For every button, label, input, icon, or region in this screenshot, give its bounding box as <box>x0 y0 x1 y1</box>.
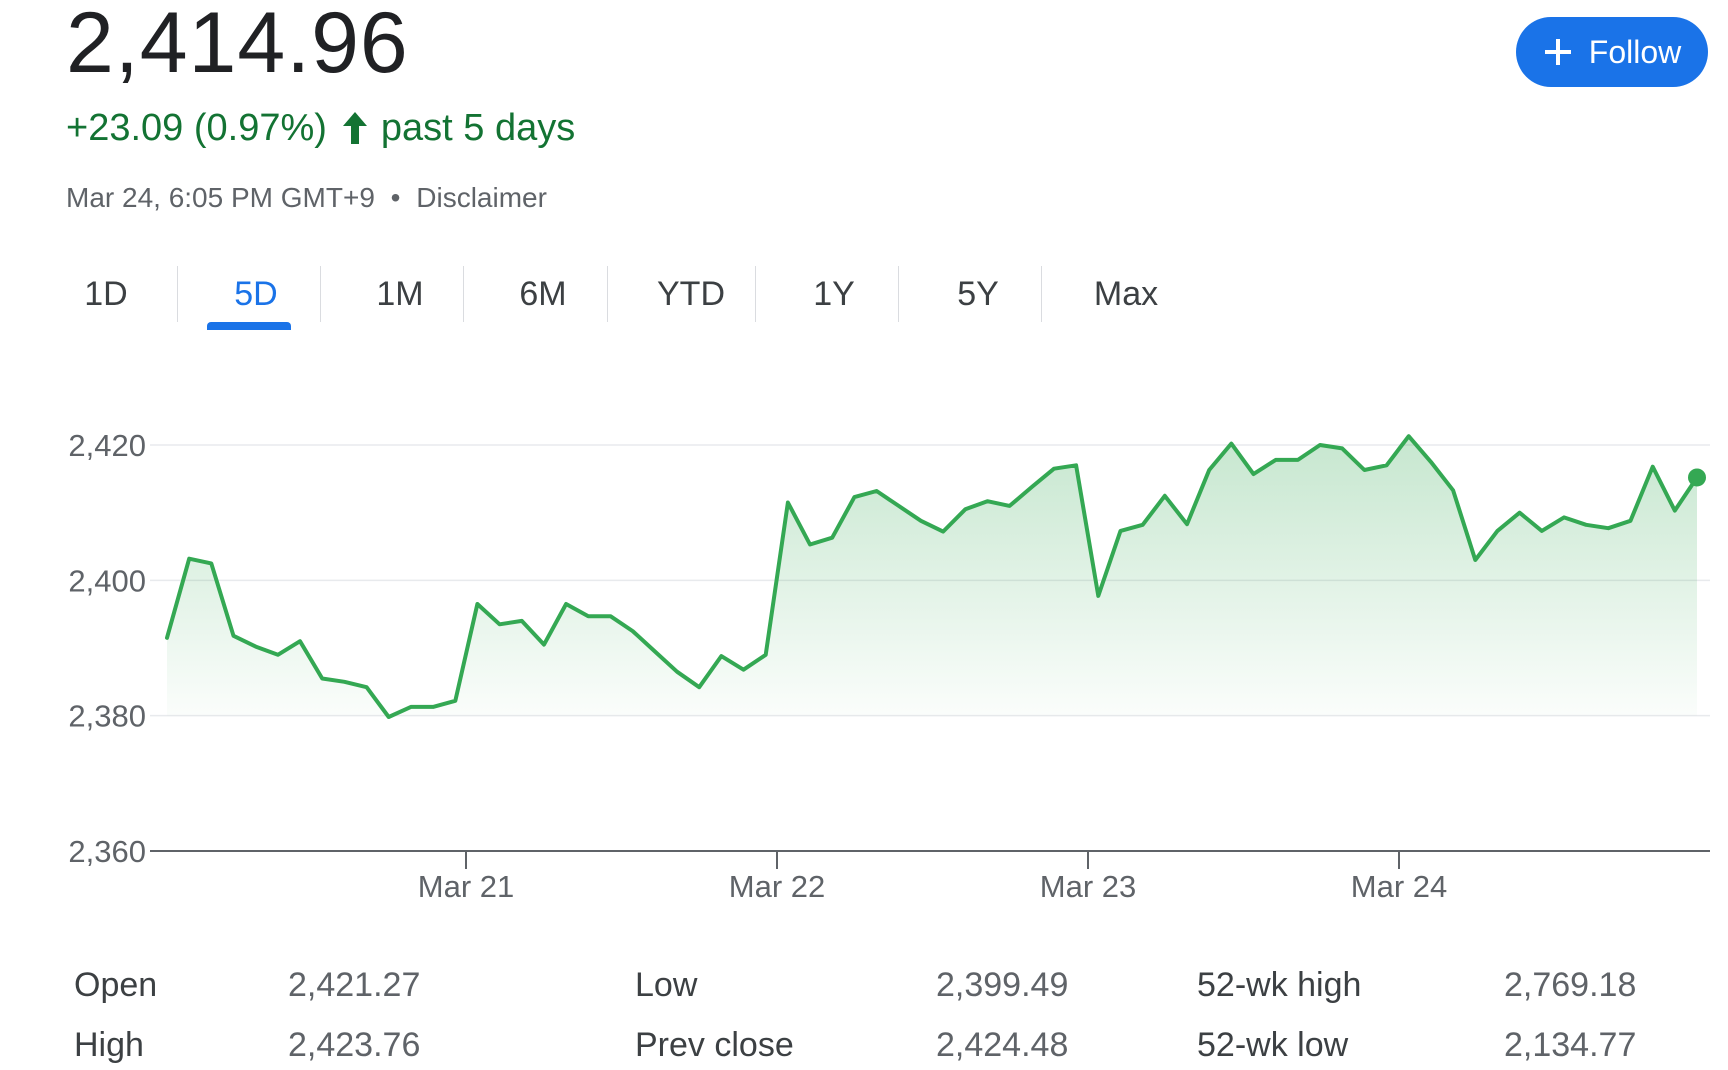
stats-row: Open 2,421.27 Low 2,399.49 52-wk high 2,… <box>74 960 1694 1010</box>
tab-ytd[interactable]: YTD <box>657 275 725 313</box>
follow-button[interactable]: Follow <box>1516 17 1708 87</box>
stat-label-open: Open <box>74 966 158 1004</box>
tab-divider <box>463 266 464 322</box>
tab-1m[interactable]: 1M <box>376 275 424 313</box>
price-line <box>165 434 1699 719</box>
x-tick-label: Mar 21 <box>418 869 514 904</box>
stat-value-prev-close: 2,424.48 <box>936 1026 1069 1064</box>
price-area-fill <box>167 436 1697 717</box>
stat-label-52wk-high: 52-wk high <box>1197 966 1362 1004</box>
price-chart[interactable]: 2,420 2,400 2,380 2,360 Mar 21 Mar 22 Mar 23 M… <box>0 400 1728 920</box>
tab-divider <box>320 266 321 322</box>
tab-divider <box>898 266 899 322</box>
tab-divider <box>1041 266 1042 322</box>
stat-label-high: High <box>74 1026 144 1064</box>
tab-5d[interactable]: 5D <box>234 275 278 313</box>
stat-value-high: 2,423.76 <box>288 1026 421 1064</box>
current-price-marker <box>1688 468 1706 487</box>
disclaimer-link[interactable]: Disclaimer <box>416 182 547 213</box>
stat-value-52wk-high: 2,769.18 <box>1504 966 1637 1004</box>
tab-1y[interactable]: 1Y <box>813 275 855 313</box>
stat-value-52wk-low: 2,134.77 <box>1504 1026 1637 1064</box>
change-value: +23.09 (0.97%) <box>66 107 327 149</box>
stats-row: High 2,423.76 Prev close 2,424.48 52-wk … <box>74 1020 1694 1070</box>
meta-separator: • <box>390 182 401 213</box>
y-tick-label: 2,360 <box>68 834 146 869</box>
y-tick-label: 2,400 <box>68 563 146 598</box>
quote-timestamp: Mar 24, 6:05 PM GMT+9 <box>66 182 375 213</box>
quote-meta: Mar 24, 6:05 PM GMT+9 • Disclaimer <box>66 181 547 215</box>
plus-icon <box>1544 39 1571 65</box>
current-price: 2,414.96 <box>66 0 409 91</box>
change-period: past 5 days <box>380 107 576 149</box>
stat-label-low: Low <box>635 966 698 1004</box>
price-change: +23.09 (0.97%) past 5 days <box>66 106 575 150</box>
y-tick-label: 2,420 <box>68 428 146 463</box>
tab-1d[interactable]: 1D <box>84 275 128 313</box>
tab-divider <box>607 266 608 322</box>
tab-5y[interactable]: 5Y <box>957 275 999 313</box>
active-tab-indicator <box>207 322 291 330</box>
stat-label-prev-close: Prev close <box>635 1026 794 1064</box>
tab-divider <box>755 266 756 322</box>
tab-6m[interactable]: 6M <box>519 275 567 313</box>
tab-max[interactable]: Max <box>1093 275 1159 313</box>
x-tick-label: Mar 24 <box>1351 869 1447 904</box>
y-tick-label: 2,380 <box>68 699 146 734</box>
stat-value-low: 2,399.49 <box>936 966 1069 1004</box>
stat-value-open: 2,421.27 <box>288 966 421 1004</box>
x-tick-label: Mar 22 <box>729 869 825 904</box>
tab-divider <box>177 266 178 322</box>
follow-label: Follow <box>1588 33 1682 70</box>
x-tick-label: Mar 23 <box>1040 869 1136 904</box>
stat-label-52wk-low: 52-wk low <box>1197 1026 1349 1064</box>
arrow-up-icon <box>342 112 367 144</box>
